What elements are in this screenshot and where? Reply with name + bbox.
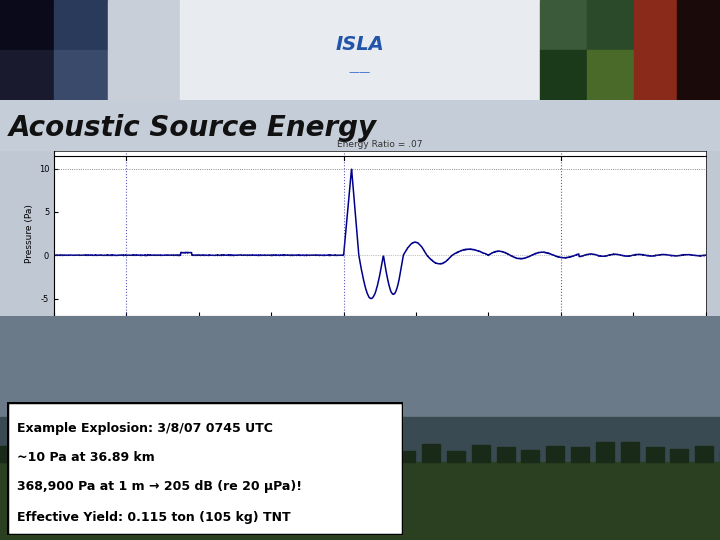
Bar (0, 50, 54, 100)
Bar (587, 0, 634, 50)
Bar (540, 50, 587, 100)
Bar (0, 0, 54, 50)
Bar (472, 445, 490, 462)
Bar (0, 462, 720, 540)
Bar (50, 442, 68, 462)
X-axis label: UTC Time: UTC Time (359, 333, 401, 341)
Bar (0, 447, 18, 462)
Text: ——: —— (349, 67, 371, 77)
Text: ~10 Pa at 36.89 km: ~10 Pa at 36.89 km (17, 451, 155, 464)
Bar (149, 447, 167, 462)
Bar (546, 446, 564, 462)
Bar (24, 442, 42, 462)
Bar (323, 452, 341, 462)
Text: ISLA: ISLA (336, 36, 384, 55)
Bar (497, 447, 515, 462)
Bar (248, 448, 266, 462)
Text: Effective Yield: 0.115 ton (105 kg) TNT: Effective Yield: 0.115 ton (105 kg) TNT (17, 511, 291, 524)
Bar (54, 0, 108, 50)
Bar (199, 451, 217, 462)
Bar (646, 448, 664, 462)
Bar (397, 451, 415, 462)
Bar (422, 444, 440, 462)
Bar (348, 447, 366, 462)
Bar (298, 449, 316, 462)
Bar (621, 442, 639, 462)
Bar (677, 0, 720, 100)
Bar (670, 449, 688, 462)
Bar (696, 446, 714, 462)
Bar (108, 0, 180, 100)
Bar (0, 417, 720, 462)
Bar (273, 450, 291, 462)
Bar (99, 446, 117, 462)
Bar (74, 447, 92, 462)
Bar (596, 442, 614, 462)
Text: 368,900 Pa at 1 m → 205 dB (re 20 μPa)!: 368,900 Pa at 1 m → 205 dB (re 20 μPa)! (17, 481, 302, 494)
Bar (223, 446, 241, 462)
Bar (372, 452, 390, 462)
Bar (521, 450, 539, 462)
Bar (180, 0, 540, 100)
Bar (0, 316, 720, 417)
Text: Example Explosion: 3/8/07 0745 UTC: Example Explosion: 3/8/07 0745 UTC (17, 422, 273, 435)
Bar (634, 0, 677, 100)
Bar (174, 449, 192, 462)
Bar (54, 50, 108, 100)
Bar (447, 451, 465, 462)
Y-axis label: Pressure (Pa): Pressure (Pa) (25, 204, 35, 263)
Bar (571, 447, 589, 462)
Bar (540, 0, 587, 50)
Bar (587, 50, 634, 100)
Bar (124, 444, 142, 462)
Text: Acoustic Source Energy: Acoustic Source Energy (9, 114, 377, 142)
Title: Energy Ratio = .07: Energy Ratio = .07 (337, 140, 423, 149)
